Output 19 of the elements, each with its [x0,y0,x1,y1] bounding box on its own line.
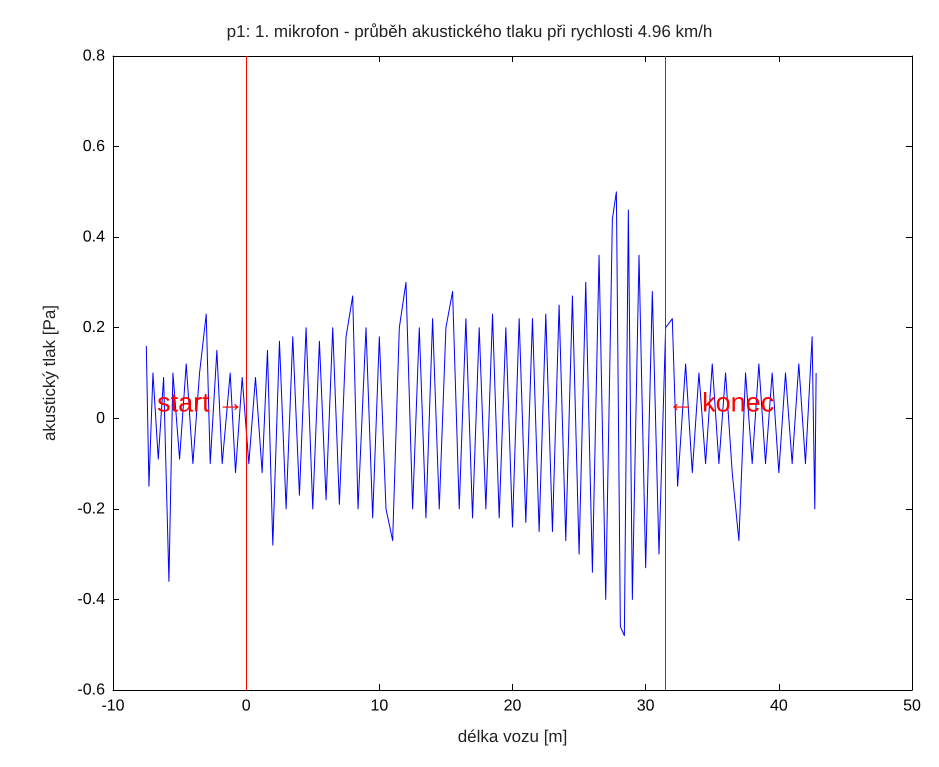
y-tick-label: -0.2 [77,500,106,518]
y-tick-label: -0.6 [77,682,106,698]
y-tick-label: 0.6 [82,138,106,156]
x-tick-label: 10 [370,698,388,714]
x-tick-label: 30 [636,698,655,714]
y-tick-label: -0.4 [77,590,106,608]
line-series [146,191,817,636]
x-tick-label: 50 [903,698,921,714]
y-axis-title: akustický tlak [Pa] [40,304,59,442]
chart-title: p1: 1. mikrofon - průběh akustického tlaku při rychlosti 4.96 km/h [226,22,712,41]
x-axis-title: délka vozu [m] [458,727,568,746]
x-tick-label: 20 [504,698,522,714]
y-tick-label: 0.4 [82,228,106,246]
x-tick-label: 0 [242,698,251,714]
y-tick-label: 0 [96,410,106,427]
y-tick-label: 0.8 [82,48,106,64]
x-tick-label: -10 [101,698,125,714]
y-tick-label: 0.2 [82,319,106,336]
x-tick-label: 40 [770,698,788,714]
